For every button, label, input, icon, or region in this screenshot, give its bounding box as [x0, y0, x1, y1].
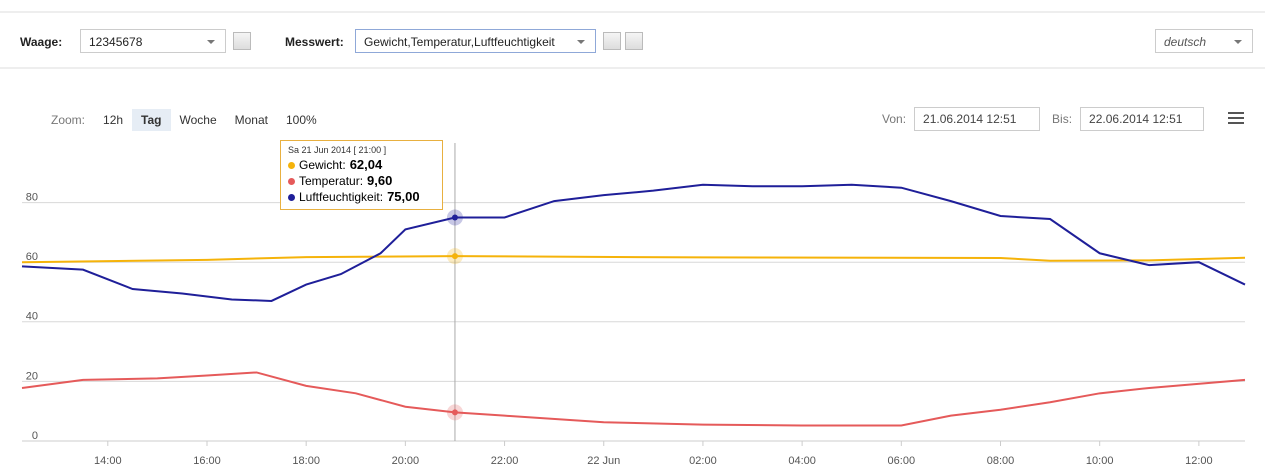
- settings-icon[interactable]: [625, 32, 643, 50]
- tooltip-dot: [288, 162, 295, 169]
- waage-select[interactable]: 12345678: [80, 29, 226, 53]
- series-line: [21, 183, 1246, 302]
- language-select[interactable]: deutsch: [1155, 29, 1253, 53]
- zoom-button[interactable]: 100%: [286, 113, 317, 127]
- x-tick-label: 12:00: [1185, 455, 1213, 467]
- von-label: Von:: [882, 112, 907, 126]
- von-input[interactable]: 21.06.2014 12:51: [914, 107, 1041, 131]
- waage-label: Waage:: [20, 35, 63, 49]
- y-tick-label: 20: [26, 370, 38, 382]
- tooltip-label: Gewicht:: [299, 158, 346, 172]
- x-tick-label: 18:00: [292, 455, 320, 467]
- menu-icon[interactable]: [1228, 112, 1244, 124]
- x-tick-label: 22 Jun: [587, 455, 620, 467]
- tooltip-label: Luftfeuchtigkeit:: [299, 190, 384, 204]
- tooltip-value: 62,04: [349, 157, 383, 172]
- series-line: [21, 255, 1246, 264]
- zoom-button[interactable]: Monat: [234, 113, 268, 127]
- zoom-button[interactable]: 12h: [103, 113, 124, 127]
- y-tick-label: 60: [26, 251, 38, 263]
- tooltip-value: 75,00: [387, 189, 420, 204]
- x-tick-label: 20:00: [392, 455, 420, 467]
- hover-point: [451, 409, 458, 416]
- range-bar: Von: 21.06.2014 12:51 Bis: 22.06.2014 12…: [882, 107, 1205, 131]
- zoom-button[interactable]: Woche: [179, 113, 217, 127]
- x-tick-label: 16:00: [193, 455, 221, 467]
- edit-icon[interactable]: [233, 32, 251, 50]
- tooltip-row: Gewicht: 62,04: [288, 157, 435, 173]
- scale-icon[interactable]: [603, 32, 621, 50]
- x-tick-label: 22:00: [491, 455, 519, 467]
- hover-point: [451, 253, 458, 260]
- tooltip-row: Luftfeuchtigkeit: 75,00: [288, 189, 435, 205]
- x-tick-label: 08:00: [987, 455, 1015, 467]
- series-line: [21, 371, 1246, 427]
- y-tick-label: 0: [32, 430, 38, 442]
- plot-area: 0 20 40 60 80 14:00 16:00 18:00 20:00 22:00 22 Jun…: [21, 143, 1246, 467]
- x-tick-label: 10:00: [1086, 455, 1114, 467]
- messwert-label: Messwert:: [285, 35, 344, 49]
- tooltip-header: Sa 21 Jun 2014 [ 21:00 ]: [288, 145, 387, 155]
- tooltip-row: Temperatur: 9,60: [288, 173, 435, 189]
- hover-point: [451, 214, 458, 221]
- y-tick-label: 80: [26, 192, 38, 204]
- tooltip-dot: [288, 194, 295, 201]
- tooltip: Sa 21 Jun 2014 [ 21:00 ] Gewicht: 62,04 Te…: [280, 140, 443, 210]
- x-tick-label: 04:00: [788, 455, 816, 467]
- x-tick-label: 06:00: [888, 455, 916, 467]
- x-tick-label: 02:00: [689, 455, 717, 467]
- zoom-bar: Zoom: 12h Tag Woche Monat 100%: [42, 109, 326, 131]
- bis-input[interactable]: 22.06.2014 12:51: [1080, 107, 1205, 131]
- messwert-select[interactable]: Gewicht,Temperatur,Luftfeuchtigkeit: [355, 29, 596, 53]
- y-tick-label: 40: [26, 311, 38, 323]
- tooltip-label: Temperatur:: [299, 174, 364, 188]
- bis-label: Bis:: [1052, 112, 1073, 126]
- x-tick-label: 14:00: [94, 455, 122, 467]
- zoom-label: Zoom:: [51, 113, 86, 127]
- tooltip-dot: [288, 178, 295, 185]
- tooltip-value: 9,60: [367, 173, 393, 188]
- zoom-button[interactable]: Tag: [132, 109, 171, 131]
